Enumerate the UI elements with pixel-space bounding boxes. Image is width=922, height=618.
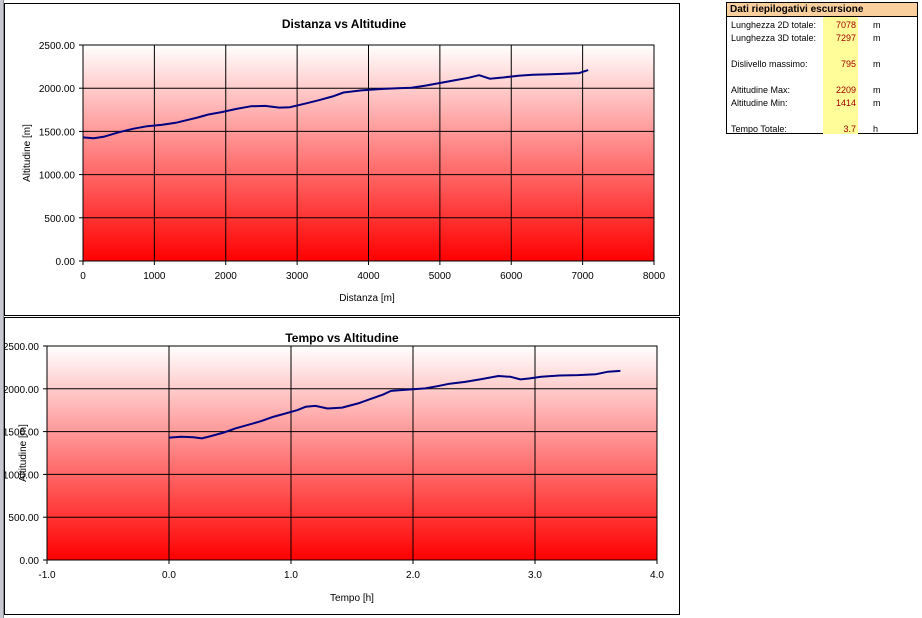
x-tick-label: 1.0 bbox=[284, 570, 298, 581]
summary-label: Altitudine Max: bbox=[731, 85, 791, 95]
values-column-highlight bbox=[823, 17, 858, 134]
x-tick-label: 1000 bbox=[143, 271, 166, 282]
summary-label: Altitudine Min: bbox=[731, 98, 788, 108]
x-tick-label: 2.0 bbox=[406, 570, 420, 581]
x-tick-label: 0 bbox=[80, 271, 86, 282]
y-tick-label: 500.00 bbox=[44, 214, 75, 225]
x-tick-label: 6000 bbox=[500, 271, 523, 282]
sheet-edge bbox=[0, 0, 4, 618]
plot-area bbox=[46, 345, 658, 561]
x-axis-label: Tempo [h] bbox=[330, 593, 374, 604]
y-tick-label: 0.00 bbox=[20, 556, 40, 567]
summary-value[interactable]: 1414 bbox=[835, 98, 856, 108]
x-tick-label: 8000 bbox=[643, 271, 666, 282]
x-tick-label: 4.0 bbox=[650, 570, 664, 581]
summary-value[interactable]: 7078 bbox=[835, 20, 856, 30]
chart-tempo-svg: Tempo vs Altitudine -1.0 0.0 1.0 2.0 3.0 4.0 0… bbox=[5, 331, 664, 604]
summary-value[interactable]: 3.7 bbox=[843, 124, 856, 134]
summary-row-alt-min: Altitudine Min: 1414 m bbox=[727, 97, 917, 109]
summary-unit: m bbox=[873, 33, 881, 43]
summary-value[interactable]: 2209 bbox=[835, 85, 856, 95]
y-axis-label: Altitudine [m] bbox=[18, 424, 29, 482]
chart-title: Tempo vs Altitudine bbox=[285, 331, 399, 345]
y-tick-label: 2500.00 bbox=[39, 41, 76, 52]
summary-unit: h bbox=[873, 124, 879, 134]
summary-row-len2d: Lunghezza 2D totale: 7078 m bbox=[727, 19, 917, 31]
plot-group: 0 1000 2000 3000 4000 5000 6000 7000 8000 0.00 500… bbox=[39, 41, 666, 282]
summary-unit: m bbox=[873, 20, 881, 30]
summary-label: Lunghezza 3D totale: bbox=[731, 33, 817, 43]
summary-table: Dati riepilogativi escursione Lunghezza … bbox=[726, 2, 918, 134]
summary-label: Tempo Totale: bbox=[731, 124, 787, 134]
y-tick-label: 500.00 bbox=[8, 513, 39, 524]
summary-rows: Lunghezza 2D totale: 7078 m Lunghezza 3D… bbox=[727, 17, 917, 134]
plot-group: -1.0 0.0 1.0 2.0 3.0 4.0 0.00 500.00 1000.00 1500… bbox=[5, 342, 664, 581]
summary-unit: m bbox=[873, 98, 881, 108]
y-tick-label: 1000.00 bbox=[5, 470, 39, 481]
x-tick-label: 3.0 bbox=[528, 570, 542, 581]
summary-label: Dislivello massimo: bbox=[731, 59, 808, 69]
summary-title: Dati riepilogativi escursione bbox=[727, 3, 917, 17]
x-tick-label: 7000 bbox=[572, 271, 595, 282]
chart-title: Distanza vs Altitudine bbox=[282, 17, 407, 31]
summary-row-alt-max: Altitudine Max: 2209 m bbox=[727, 84, 917, 96]
x-axis-label: Distanza [m] bbox=[339, 293, 395, 304]
summary-row-len3d: Lunghezza 3D totale: 7297 m bbox=[727, 32, 917, 44]
y-tick-label: 2500.00 bbox=[5, 342, 39, 353]
x-tick-label: 2000 bbox=[215, 271, 238, 282]
y-tick-label: 2000.00 bbox=[5, 385, 39, 396]
y-tick-label: 2000.00 bbox=[39, 84, 76, 95]
chart-distanza-svg: Distanza vs Altitudine 0 1000 2000 3000 4000… bbox=[22, 17, 666, 304]
x-tick-label: 4000 bbox=[357, 271, 380, 282]
x-tick-label: 0.0 bbox=[162, 570, 176, 581]
y-tick-label: 1000.00 bbox=[39, 171, 76, 182]
altitude-series-line bbox=[82, 69, 589, 140]
summary-row-tempo: Tempo Totale: 3.7 h bbox=[727, 123, 917, 135]
chart-distanza-altitudine[interactable]: Distanza vs Altitudine 0 1000 2000 3000 4000… bbox=[4, 3, 680, 316]
chart-tempo-altitudine[interactable]: Tempo vs Altitudine -1.0 0.0 1.0 2.0 3.0 4.0 0… bbox=[4, 317, 680, 615]
summary-unit: m bbox=[873, 85, 881, 95]
summary-value[interactable]: 795 bbox=[840, 59, 856, 69]
summary-unit: m bbox=[873, 59, 881, 69]
y-tick-label: 0.00 bbox=[56, 257, 76, 268]
altitude-series-line bbox=[168, 369, 621, 440]
summary-row-dislivello: Dislivello massimo: 795 m bbox=[727, 58, 917, 70]
x-tick-label: -1.0 bbox=[38, 570, 56, 581]
y-axis-label: Altitudine [m] bbox=[22, 124, 33, 182]
x-tick-label: 5000 bbox=[429, 271, 452, 282]
summary-value[interactable]: 7297 bbox=[835, 33, 856, 43]
x-tick-label: 3000 bbox=[286, 271, 309, 282]
y-tick-label: 1500.00 bbox=[5, 428, 39, 439]
y-tick-label: 1500.00 bbox=[39, 127, 76, 138]
summary-label: Lunghezza 2D totale: bbox=[731, 20, 817, 30]
